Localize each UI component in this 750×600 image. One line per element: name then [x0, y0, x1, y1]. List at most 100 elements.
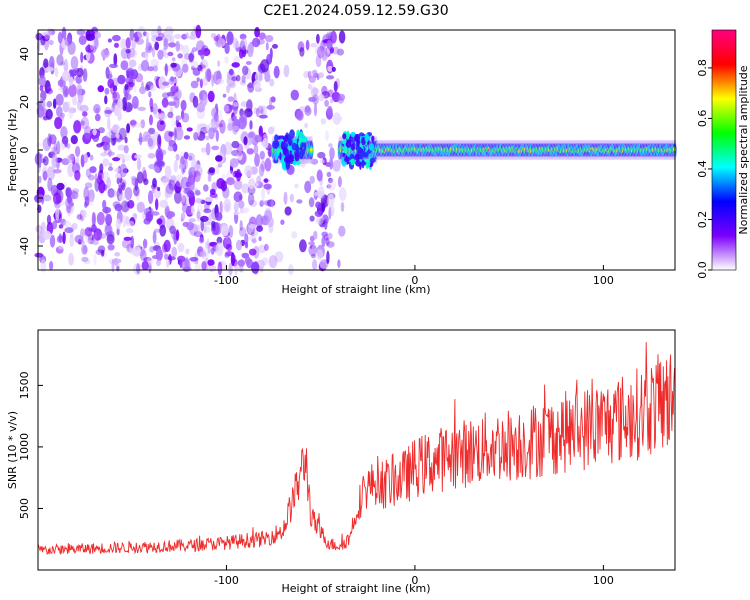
heatmap-cell [231, 62, 240, 68]
heatmap-cell [76, 99, 82, 111]
heatmap-cell [259, 150, 265, 160]
heatmap-cell [283, 142, 288, 149]
heatmap-cell [316, 33, 320, 44]
heatmap-cell [80, 120, 85, 126]
heatmap-cell [321, 85, 328, 96]
heatmap-cell [153, 228, 161, 233]
heatmap-cell [54, 67, 59, 78]
heatmap-cell [327, 105, 333, 116]
heatmap-cell [227, 96, 234, 102]
heatmap-cell [44, 34, 50, 40]
heatmap-cell [164, 165, 172, 179]
heatmap-cell [126, 123, 131, 134]
heatmap-cell [164, 26, 174, 36]
heatmap-cell [171, 246, 177, 258]
heatmap-cell [76, 84, 83, 98]
heatmap-cell [194, 263, 201, 272]
heatmap-cell [94, 113, 101, 122]
heatmap-cell [35, 224, 43, 233]
heatmap-cell [111, 103, 115, 113]
heatmap-cell [163, 38, 169, 50]
heatmap-cell [240, 207, 244, 214]
heatmap-cell [328, 177, 333, 184]
heatmap-cell [112, 91, 118, 99]
heatmap-cell [344, 156, 350, 163]
heatmap-cell [342, 152, 346, 157]
heatmap-cell [301, 134, 306, 140]
heatmap-cell [258, 72, 263, 82]
heatmap-cell [42, 194, 52, 202]
heatmap-cell [179, 157, 187, 169]
heatmap-cell [107, 117, 111, 131]
heatmap-cell [327, 193, 335, 208]
heatmap-cell [202, 76, 209, 87]
heatmap-cell [231, 258, 238, 267]
heatmap-cell [200, 47, 205, 60]
heatmap-cell [217, 38, 226, 47]
heatmap-cell [316, 249, 324, 261]
heatmap-cell [102, 199, 107, 210]
heatmap-cell [224, 56, 229, 64]
heatmap-cell [198, 236, 205, 244]
heatmap-cell [217, 60, 221, 67]
heatmap-cell [63, 58, 69, 73]
heatmap-cell [203, 208, 212, 214]
heatmap-cell [68, 83, 77, 98]
heatmap-cell [74, 170, 81, 181]
heatmap-cell [269, 78, 275, 87]
heatmap-cell [124, 83, 129, 91]
x-tick-label: 0 [411, 274, 418, 287]
heatmap-cell [317, 186, 325, 198]
heatmap-cell [80, 51, 84, 64]
heatmap-cell [70, 69, 78, 77]
heatmap-cell [116, 227, 120, 236]
heatmap-cell [120, 38, 127, 49]
heatmap-cell [143, 178, 149, 186]
heatmap-cell [62, 85, 69, 98]
heatmap-cell [167, 144, 175, 152]
heatmap-cell [219, 200, 223, 215]
heatmap-cell [220, 224, 229, 237]
heatmap-cell [194, 164, 202, 173]
heatmap-cell [66, 143, 71, 149]
heatmap-cell [128, 59, 137, 68]
heatmap-cell [188, 35, 197, 40]
heatmap-cell [149, 97, 154, 110]
heatmap-cell [76, 29, 86, 36]
heatmap-cell [241, 74, 246, 84]
heatmap-cell [249, 120, 253, 130]
heatmap-cell [136, 243, 142, 253]
heatmap-cell [266, 199, 276, 207]
heatmap-cell [329, 157, 334, 170]
heatmap-cell [120, 200, 130, 213]
heatmap-cell [80, 209, 87, 219]
heatmap-cell [238, 194, 243, 201]
heatmap-cell [338, 225, 346, 237]
heatmap-cell [175, 153, 180, 161]
heatmap-cell [327, 232, 333, 240]
heatmap-cell [99, 163, 104, 174]
heatmap-cell [58, 244, 64, 250]
heatmap-cell [182, 44, 190, 56]
snr-x-ticks: -100 0 100 [214, 565, 614, 587]
heatmap-cell [235, 168, 242, 182]
heatmap-cell [112, 258, 122, 264]
x-tick-label: 100 [593, 574, 614, 587]
heatmap-cell [213, 112, 219, 122]
heatmap-cell [238, 200, 245, 209]
heatmap-cell [247, 43, 254, 58]
heatmap-cell [168, 42, 176, 48]
heatmap-cell [73, 120, 82, 134]
heatmap-cell [239, 111, 248, 123]
heatmap-cell [231, 76, 238, 82]
heatmap-cell [194, 189, 201, 196]
y-tick-label: 500 [18, 498, 31, 519]
heatmap-cell [124, 187, 133, 201]
heatmap-cell [233, 92, 237, 104]
heatmap-cell [324, 195, 328, 204]
heatmap-cell [189, 257, 199, 262]
heatmap-cell [66, 101, 71, 108]
heatmap-cell [69, 224, 75, 238]
heatmap-cell [324, 99, 329, 107]
heatmap-cell [112, 157, 121, 162]
